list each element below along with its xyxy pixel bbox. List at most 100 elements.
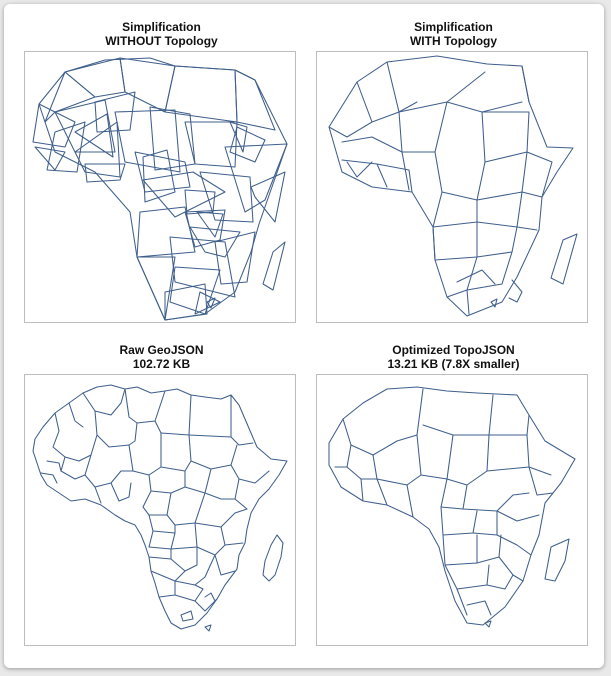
country-border (148, 530, 176, 550)
country-shape (94, 91, 136, 133)
country-border (360, 478, 364, 502)
country-border (40, 472, 58, 484)
continent-outline (328, 386, 576, 626)
country-border (82, 388, 126, 416)
country-border (386, 61, 486, 113)
title-line-1: Raw GeoJSON (119, 343, 204, 357)
madagascar-shape (544, 538, 570, 582)
country-border (68, 402, 84, 428)
country-border (462, 484, 530, 512)
country-shape (84, 163, 126, 183)
country-border (521, 65, 530, 103)
country-border (328, 101, 418, 138)
country-border (124, 388, 166, 424)
country-border (60, 454, 92, 480)
country-shape (149, 106, 196, 171)
country-shape (142, 171, 226, 218)
country-border (204, 592, 216, 602)
country-shape (184, 189, 216, 215)
country-border (188, 394, 232, 438)
country-border (166, 492, 206, 526)
country-border (521, 151, 543, 198)
madagascar-shape (262, 534, 284, 582)
panel-raw-geojson: Raw GeoJSON 102.72 KB (24, 343, 299, 646)
title-line-1: Simplification (122, 20, 201, 34)
country-border (376, 478, 388, 506)
country-shape (44, 71, 96, 123)
country-shape (194, 291, 221, 315)
country-border (174, 554, 216, 586)
country-shape (250, 171, 286, 223)
country-border (446, 289, 468, 298)
country-shape (229, 126, 266, 163)
panel-title: Optimized TopoJSON 13.21 KB (7.8X smalle… (316, 343, 591, 373)
country-border (406, 484, 414, 518)
panel-title: Simplification WITHOUT Topology (24, 20, 299, 50)
country-border (456, 269, 496, 285)
country-border (110, 482, 132, 502)
continent-outline (38, 57, 288, 321)
country-border (528, 466, 554, 496)
title-line-1: Optimized TopoJSON (392, 343, 515, 357)
country-shape (46, 121, 86, 173)
title-line-2: WITH Topology (409, 34, 498, 48)
panel-title: Raw GeoJSON 102.72 KB (24, 343, 299, 373)
country-border (230, 436, 254, 446)
country-border (432, 221, 478, 261)
country-border (158, 580, 176, 598)
map-frame (316, 374, 588, 646)
country-border (444, 564, 490, 590)
country-border (128, 432, 162, 476)
panel-title: Simplification WITH Topology (316, 20, 591, 50)
country-border (372, 434, 422, 486)
country-border (214, 554, 236, 576)
country-shape (136, 256, 176, 321)
country-border (234, 478, 248, 510)
country-border (342, 388, 424, 456)
country-border (452, 394, 494, 436)
country-border (466, 600, 492, 616)
country-border (376, 163, 388, 188)
country-shape (184, 209, 226, 248)
country-border (170, 546, 198, 572)
country-border (476, 534, 502, 564)
country-border (440, 478, 464, 510)
map-frame (24, 374, 296, 646)
country-border (142, 490, 172, 516)
panel-simplification-with-topology: Simplification WITH Topology (316, 20, 591, 323)
country-border (150, 570, 186, 582)
island-shape (484, 620, 492, 628)
country-border (488, 414, 530, 436)
country-border (420, 424, 454, 480)
country-border (498, 556, 524, 582)
country-border (466, 289, 470, 315)
country-border (346, 444, 378, 480)
country-border (184, 468, 212, 494)
country-shape (214, 231, 256, 285)
country-border (356, 81, 373, 123)
country-border (496, 510, 540, 522)
country-shape (189, 226, 241, 258)
continent-outline (32, 384, 288, 630)
africa-map-detailed (32, 384, 288, 632)
country-border (341, 136, 410, 191)
panel-optimized-topojson: Optimized TopoJSON 13.21 KB (7.8X smalle… (316, 343, 591, 646)
country-border (446, 101, 523, 113)
island-shape (206, 297, 216, 309)
country-shape (32, 103, 76, 148)
country-border (230, 464, 270, 484)
madagascar-shape (550, 233, 578, 285)
country-border (194, 598, 218, 612)
country-border (486, 434, 530, 472)
country-shape (136, 206, 196, 258)
country-border (204, 492, 236, 500)
country-border (94, 486, 102, 504)
country-border (84, 470, 134, 488)
country-shape (229, 121, 248, 153)
island-shape (204, 624, 212, 632)
country-border (148, 470, 186, 494)
country-border (94, 410, 130, 448)
africa-map-topology (328, 55, 578, 317)
country-shape (74, 121, 121, 178)
country-border (442, 534, 478, 566)
